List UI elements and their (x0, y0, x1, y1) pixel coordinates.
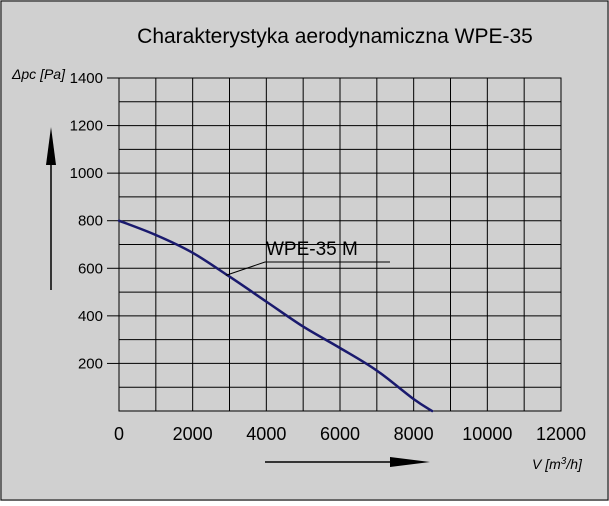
series-label-leader (225, 261, 390, 276)
y-tick-label: 1200 (70, 118, 103, 135)
x-tick-label: 0 (114, 424, 124, 444)
series-layer: WPE-35 M (117, 219, 434, 413)
y-tick-label: 800 (78, 213, 103, 230)
x-axis-label-superscript: 3 (561, 456, 567, 467)
y-tick-label: 1400 (70, 70, 103, 87)
y-tick-label: 200 (78, 355, 103, 372)
x-tick-label: 8000 (394, 424, 434, 444)
chart-title: Charakterystyka aerodynamiczna WPE-35 (137, 25, 533, 48)
x-tick-label: 12000 (536, 424, 586, 444)
x-tick-label: 6000 (320, 424, 360, 444)
x-direction-arrow (265, 457, 430, 467)
x-tick-label: 4000 (246, 424, 286, 444)
x-axis-label: V [m3/h] (532, 456, 583, 472)
tick-labels: 200 400 600 800 1000 1200 1400 0 2000 4000 6000 800… (70, 70, 586, 444)
y-axis-label: Δpc [Pa] (11, 66, 66, 82)
x-arrow-head (390, 457, 430, 467)
y-tick-label: 1000 (70, 165, 103, 182)
grid (118, 77, 562, 412)
x-tick-label: 10000 (462, 424, 512, 444)
x-tick-label: 2000 (173, 424, 213, 444)
x-axis-label-prefix: V [m (532, 456, 561, 472)
series-line (117, 219, 434, 413)
y-tick-label: 400 (78, 308, 103, 325)
y-arrow-head (46, 127, 56, 165)
x-axis-label-suffix: /h] (565, 456, 583, 472)
y-tick-label: 600 (78, 260, 103, 277)
series-label: WPE-35 M (266, 239, 358, 260)
y-direction-arrow (46, 127, 56, 290)
